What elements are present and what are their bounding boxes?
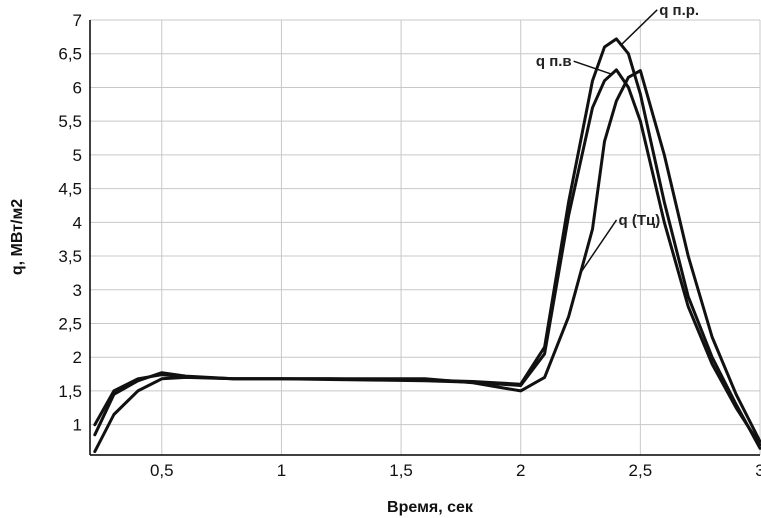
y-tick-label: 6 xyxy=(73,78,82,97)
annotation-label: q п.в xyxy=(536,53,572,70)
y-tick-label: 7 xyxy=(73,11,82,30)
y-tick-label: 1 xyxy=(73,416,82,435)
annotation-leader xyxy=(573,60,612,75)
annotation-label: q (Тц) xyxy=(619,212,661,229)
axes xyxy=(89,20,760,456)
y-tick-label: 5,5 xyxy=(58,112,82,131)
x-tick-label: 1 xyxy=(277,461,286,480)
y-tick-label: 2 xyxy=(73,348,82,367)
series-line-2 xyxy=(93,68,761,447)
series-line-3 xyxy=(93,69,761,454)
x-tick-label: 2 xyxy=(516,461,525,480)
annotation-leader xyxy=(620,9,658,46)
x-tick-label: 1,5 xyxy=(389,461,413,480)
annotations: q п.р. q п.в q (Тц) xyxy=(536,2,699,274)
y-tick-label: 4 xyxy=(73,213,82,232)
x-axis-title: Время, сек xyxy=(387,499,474,516)
y-tick-label: 1,5 xyxy=(58,382,82,401)
y-axis-title: q, МВт/м2 xyxy=(9,199,26,275)
y-tick-labels: 1 1,5 2 2,5 3 3,5 4 4,5 5 5,5 6 6,5 7 xyxy=(58,11,82,435)
x-tick-label: 2,5 xyxy=(629,461,653,480)
grid xyxy=(90,19,761,455)
y-tick-label: 5 xyxy=(73,146,82,165)
x-tick-label: 3 xyxy=(755,461,761,480)
y-tick-label: 3 xyxy=(73,281,82,300)
annotation-leader xyxy=(579,219,618,274)
x-tick-label: 0,5 xyxy=(150,461,174,480)
annotation-label: q п.р. xyxy=(659,2,699,19)
y-tick-label: 6,5 xyxy=(58,45,82,64)
x-tick-labels: 0,5 1 1,5 2 2,5 3 xyxy=(150,461,761,480)
y-tick-label: 3,5 xyxy=(58,247,82,266)
series xyxy=(93,37,761,454)
y-tick-label: 4,5 xyxy=(58,180,82,199)
y-tick-label: 2,5 xyxy=(58,314,82,333)
series-line-1 xyxy=(93,37,761,450)
